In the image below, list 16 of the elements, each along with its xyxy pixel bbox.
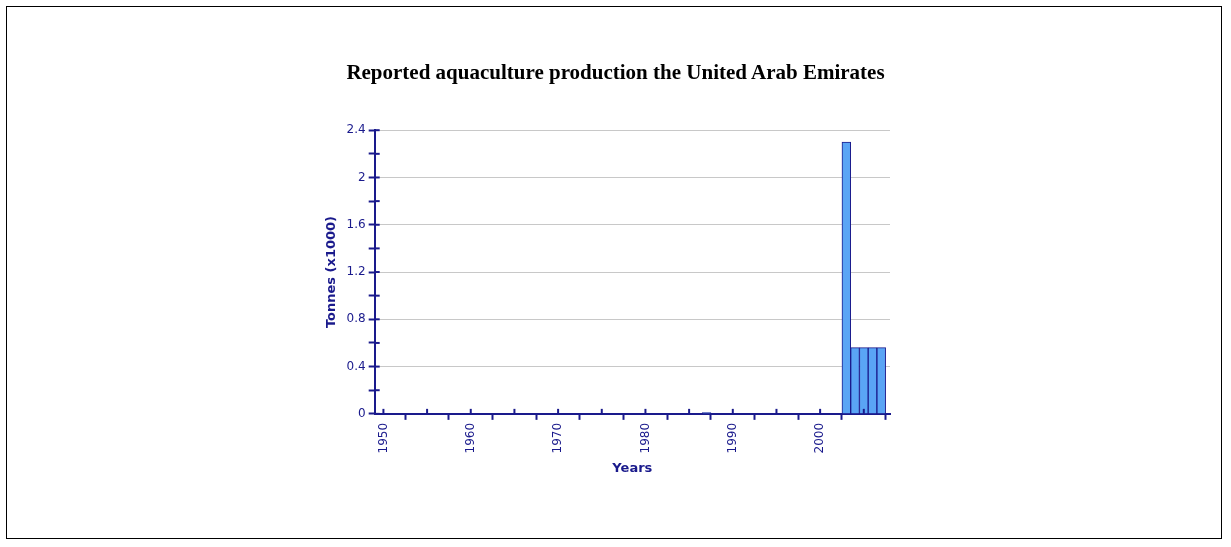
x-tick-label: 1980 [637,422,652,454]
y-tick-label: 0.4 [346,358,366,373]
x-tick-label: 1950 [375,422,390,454]
x-tick-label: 1990 [724,422,739,454]
y-tick-label: 0.8 [346,311,366,326]
y-tick-label: 1.6 [346,216,366,231]
y-tick-label: 2 [358,169,366,184]
x-tick-label: 2000 [812,422,827,454]
x-axis-title: Years [611,459,653,475]
y-tick-label: 2.4 [346,122,366,137]
y-tick-label: 0 [358,405,366,420]
chart-title: Reported aquaculture production the United Arab Emirates [345,60,886,85]
x-tick-label: 1960 [462,422,477,454]
y-axis-title: Tonnes (x1000) [323,215,339,329]
x-tick-label: 1970 [550,422,565,454]
y-tick-label: 1.2 [346,264,366,279]
